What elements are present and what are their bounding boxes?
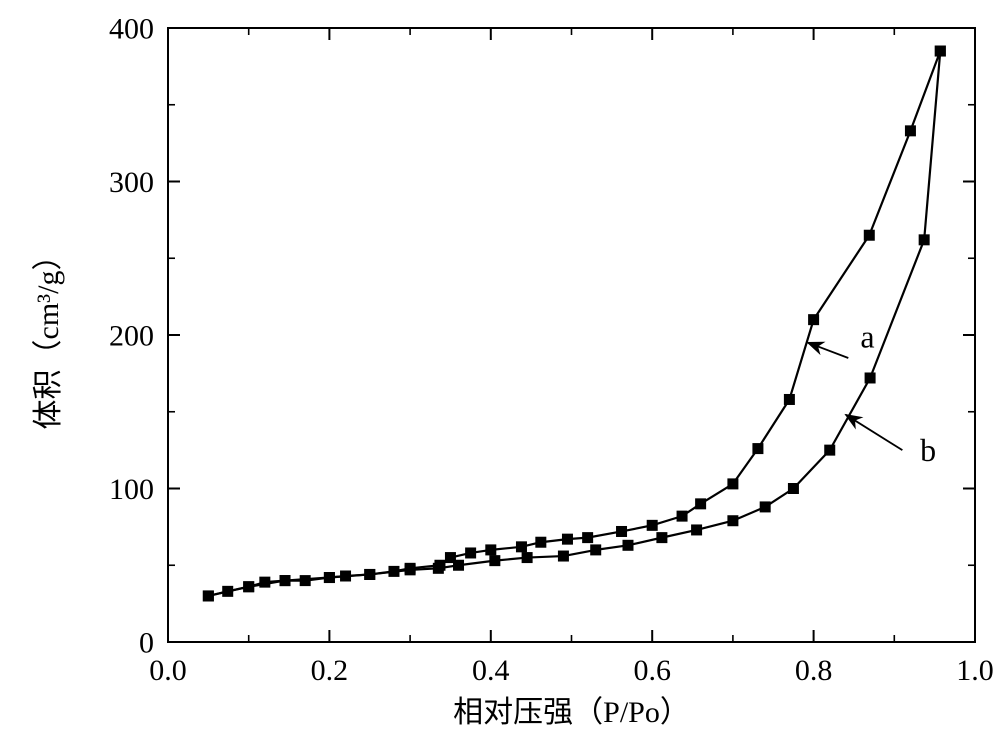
curve-b-marker	[727, 515, 738, 526]
curve-a-marker	[535, 537, 546, 548]
curve-b-marker	[919, 234, 930, 245]
x-tick-label: 0.6	[633, 654, 671, 687]
label-a: a	[860, 318, 874, 354]
curve-b-marker	[453, 560, 464, 571]
chart-svg: 0.0 0.2 0.4 0.6 0.8 1.0 0 100 200 300 400 相对压强（P/Po…	[0, 0, 1000, 741]
curve-b-marker	[243, 581, 254, 592]
curve-b-marker	[558, 551, 569, 562]
curve-b-marker	[824, 445, 835, 456]
y-tick-label: 100	[109, 473, 154, 506]
curve-a-marker	[647, 520, 658, 531]
curve-a-marker	[465, 547, 476, 558]
curve-b-marker	[622, 540, 633, 551]
x-tick-label: 0.2	[311, 654, 349, 687]
isotherm-chart: 0.0 0.2 0.4 0.6 0.8 1.0 0 100 200 300 400 相对压强（P/Po…	[0, 0, 1000, 741]
curve-a-marker	[516, 541, 527, 552]
curve-b-marker	[280, 575, 291, 586]
curve-a-marker	[582, 532, 593, 543]
curve-b-marker	[522, 552, 533, 563]
curve-b-marker	[935, 46, 946, 57]
x-tick-label: 0.0	[149, 654, 187, 687]
curve-b-marker	[788, 483, 799, 494]
curve-b-marker	[656, 532, 667, 543]
curve-a-marker	[695, 498, 706, 509]
curve-a-marker	[300, 575, 311, 586]
curve-a-marker	[864, 230, 875, 241]
curve-a-marker	[905, 125, 916, 136]
curve-b-marker	[865, 372, 876, 383]
x-tick-label: 0.4	[472, 654, 510, 687]
curve-b-marker	[203, 590, 214, 601]
curve-b-marker	[405, 564, 416, 575]
curve-b-marker	[324, 572, 335, 583]
curve-a-marker	[784, 394, 795, 405]
curve-a-marker	[485, 544, 496, 555]
curve-b-marker	[590, 544, 601, 555]
curve-b-marker	[364, 569, 375, 580]
y-axis-label: 体积（cm³/g）	[32, 241, 65, 430]
x-tick-label: 1.0	[956, 654, 994, 687]
y-tick-label: 0	[139, 627, 154, 660]
label-b: b	[920, 432, 936, 468]
curve-a-marker	[616, 526, 627, 537]
curve-a-marker	[259, 577, 270, 588]
curve-a-marker	[727, 478, 738, 489]
curve-a-marker	[562, 534, 573, 545]
curve-a-marker	[677, 511, 688, 522]
curve-b-marker	[489, 555, 500, 566]
curve-a-marker	[752, 443, 763, 454]
y-tick-label: 300	[109, 166, 154, 199]
x-axis-label: 相对压强（P/Po）	[453, 696, 690, 729]
y-tick-label: 400	[109, 13, 154, 46]
x-tick-label: 0.8	[795, 654, 833, 687]
curve-b-marker	[760, 501, 771, 512]
y-tick-label: 200	[109, 320, 154, 353]
curve-b-marker	[433, 563, 444, 574]
curve-b-marker	[691, 524, 702, 535]
curve-a-marker	[808, 314, 819, 325]
